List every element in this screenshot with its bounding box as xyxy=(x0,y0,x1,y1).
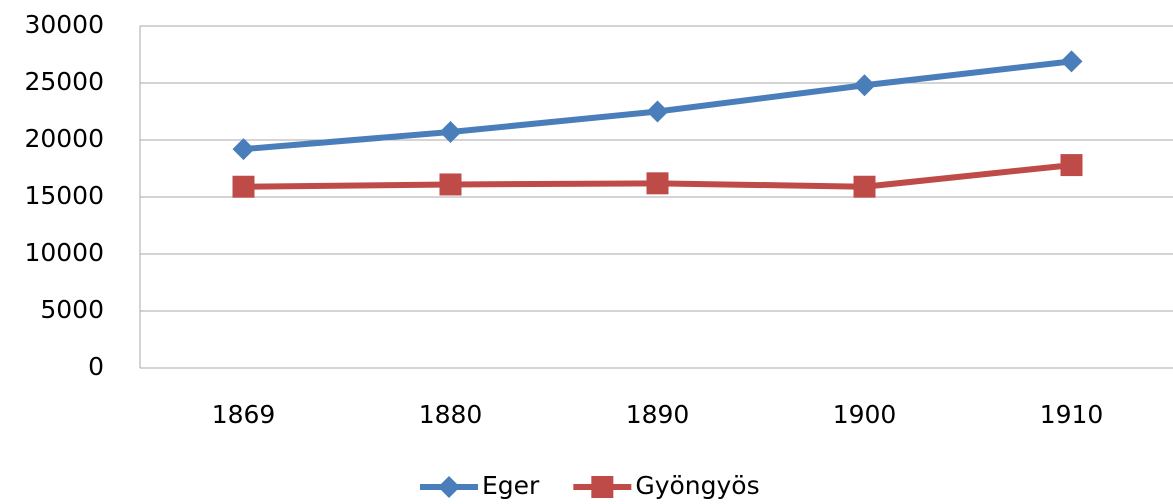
y-tick-label: 15000 xyxy=(24,181,104,210)
marker xyxy=(438,476,460,498)
x-tick-label: 1890 xyxy=(626,400,690,429)
marker xyxy=(853,175,876,198)
x-tick-label: 1880 xyxy=(419,400,483,429)
marker xyxy=(646,100,669,123)
y-tick-label: 20000 xyxy=(24,124,104,153)
marker xyxy=(439,121,462,144)
marker xyxy=(853,74,876,97)
y-tick-label: 10000 xyxy=(24,238,104,267)
x-tick-label: 1900 xyxy=(833,400,897,429)
legend-label: Eger xyxy=(482,471,540,500)
marker xyxy=(439,173,462,196)
marker xyxy=(1060,154,1083,177)
legend-label: Gyöngyös xyxy=(635,471,759,500)
marker xyxy=(591,476,614,498)
marker xyxy=(646,172,669,195)
marker xyxy=(232,175,255,198)
marker xyxy=(1060,50,1083,73)
x-tick-label: 1910 xyxy=(1040,400,1104,429)
y-tick-label: 5000 xyxy=(40,295,104,324)
x-tick-label: 1869 xyxy=(212,400,276,429)
y-tick-label: 30000 xyxy=(24,10,104,39)
marker xyxy=(232,138,255,161)
y-tick-label: 0 xyxy=(88,352,104,381)
y-tick-label: 25000 xyxy=(24,67,104,96)
